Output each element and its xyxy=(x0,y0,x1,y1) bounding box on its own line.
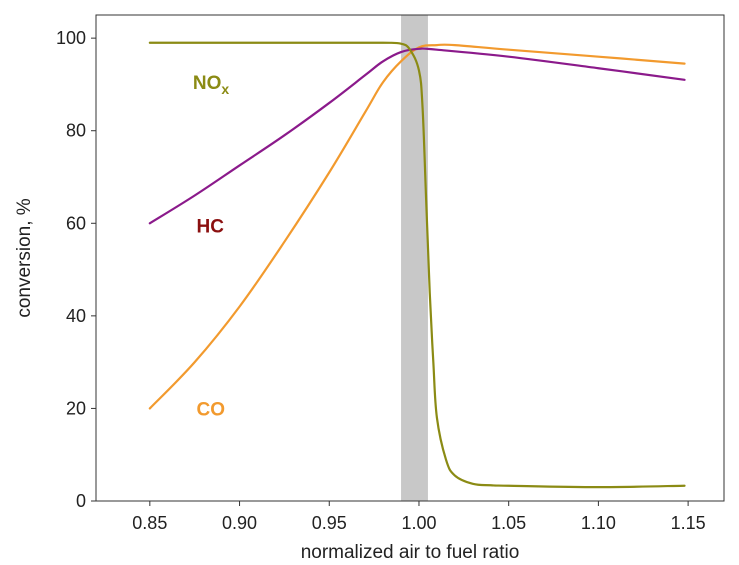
plot-frame xyxy=(95,14,725,502)
x-tick-label: 1.00 xyxy=(401,513,436,533)
series-labels: NOx HC CO xyxy=(193,73,230,420)
x-tick-label: 0.95 xyxy=(312,513,347,533)
y-tick-label: 20 xyxy=(66,398,86,418)
x-tick-label: 1.05 xyxy=(491,513,526,533)
x-tick-label: 0.90 xyxy=(222,513,257,533)
x-tick-label: 1.10 xyxy=(581,513,616,533)
x-tick-label: 1.15 xyxy=(671,513,706,533)
series-line-hc xyxy=(148,47,686,225)
y-tick-label: 0 xyxy=(76,491,86,511)
series-label-subscript: x xyxy=(221,81,229,97)
series-label-hc: HC xyxy=(196,217,224,238)
y-axis-title: conversion, % xyxy=(14,198,35,317)
series-line-co xyxy=(148,43,686,410)
stoichiometric-band xyxy=(401,15,428,501)
x-axis-title: normalized air to fuel ratio xyxy=(301,542,520,563)
y-axis: 0 20 40 60 80 100 xyxy=(56,28,96,511)
series-layer xyxy=(148,41,686,489)
series-label-main: NO xyxy=(193,73,222,94)
y-tick-label: 40 xyxy=(66,306,86,326)
series-label-co: CO xyxy=(196,399,225,420)
y-tick-label: 80 xyxy=(66,121,86,141)
x-tick-label: 0.85 xyxy=(132,513,167,533)
y-tick-label: 100 xyxy=(56,28,86,48)
y-tick-label: 60 xyxy=(66,213,86,233)
series-line-nox xyxy=(148,41,686,489)
series-label-nox: NOx xyxy=(193,73,230,97)
x-axis: 0.85 0.90 0.95 1.00 1.05 1.10 1.15 xyxy=(132,501,706,533)
